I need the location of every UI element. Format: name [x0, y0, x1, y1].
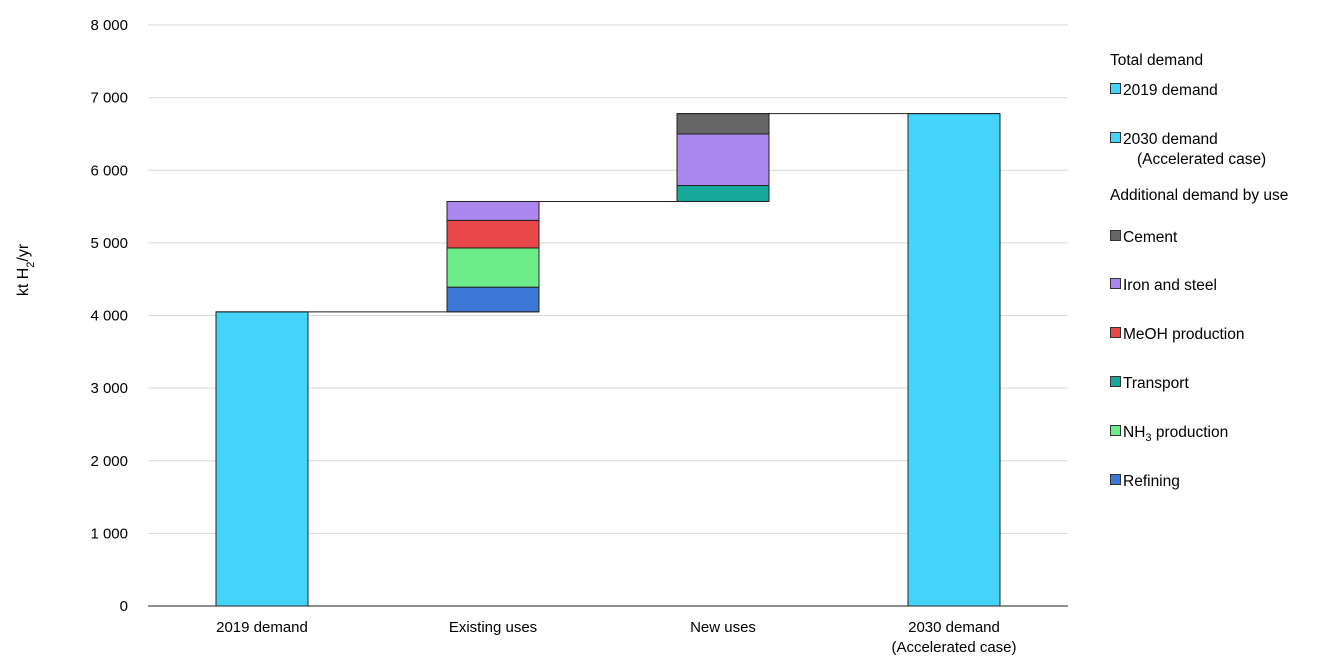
legend-label: Iron and steel: [1123, 277, 1217, 294]
legend-swatch: [1110, 132, 1121, 143]
y-tick-labels: 0 1 000 2 000 3 000 4 000 5 000 6 000 7 000 8 00…: [90, 17, 128, 615]
legend-label: NH3 production: [1123, 424, 1229, 445]
y-tick-label: 1 000: [90, 525, 128, 542]
legend-item: Transport: [1110, 374, 1189, 394]
bar-segment: [446, 200, 540, 221]
legend-swatch: [1110, 376, 1121, 387]
x-category-label-line2: (Accelerated case): [891, 639, 1016, 656]
y-tick-label: 3 000: [90, 380, 128, 397]
bar-segment: [676, 185, 770, 202]
y-tick-label: 4 000: [90, 308, 128, 325]
bar-segment: [446, 219, 540, 249]
legend-item: 2030 demand (Accelerated case): [1110, 130, 1266, 170]
bar-total: [907, 113, 1001, 607]
y-tick-label: 5 000: [90, 235, 128, 252]
legend-item: Iron and steel: [1110, 276, 1217, 296]
legend-swatch: [1110, 83, 1121, 94]
legend-label: Refining: [1123, 473, 1180, 490]
x-category-label: Existing uses: [449, 619, 537, 636]
bars: [215, 113, 1001, 607]
bar-segment: [676, 113, 770, 135]
legend-heading-total: Total demand: [1110, 52, 1204, 69]
y-tick-label: 0: [120, 598, 128, 615]
legend-label: Cement: [1123, 229, 1178, 246]
legend-item: 2019 demand: [1110, 81, 1218, 101]
bar-segment: [676, 133, 770, 187]
bar-segment: [446, 247, 540, 288]
legend-swatch: [1110, 425, 1121, 436]
legend-heading-additional: Additional demand by use: [1110, 187, 1289, 204]
legend-label: 2030 demand (Accelerated case): [1123, 131, 1267, 168]
y-tick-label: 6 000: [90, 162, 128, 179]
legend-swatch: [1110, 474, 1121, 485]
x-category-label: New uses: [690, 619, 756, 636]
legend-label: Transport: [1123, 375, 1189, 392]
y-tick-label: 7 000: [90, 90, 128, 107]
bar-total: [215, 311, 309, 607]
x-category-label: 2030 demand: [908, 619, 1000, 636]
bar-segment: [446, 286, 540, 313]
connector-lines: [216, 113, 1000, 313]
legend-item: Refining: [1110, 472, 1180, 492]
x-category-labels: 2019 demand Existing uses New uses 2030 dem…: [216, 619, 1016, 656]
legend-swatch: [1110, 230, 1121, 241]
y-axis-label: kt H2/yr: [15, 243, 37, 296]
legend-label: 2019 demand: [1123, 82, 1218, 99]
x-category-label: 2019 demand: [216, 619, 308, 636]
legend-item: MeOH production: [1110, 325, 1244, 345]
legend-swatch: [1110, 327, 1121, 338]
legend-item: Cement: [1110, 228, 1177, 248]
legend-item: NH3 production: [1110, 423, 1228, 448]
legend-label: MeOH production: [1123, 326, 1245, 343]
legend-swatch: [1110, 278, 1121, 289]
y-tick-label: 2 000: [90, 453, 128, 470]
y-tick-label: 8 000: [90, 17, 128, 34]
